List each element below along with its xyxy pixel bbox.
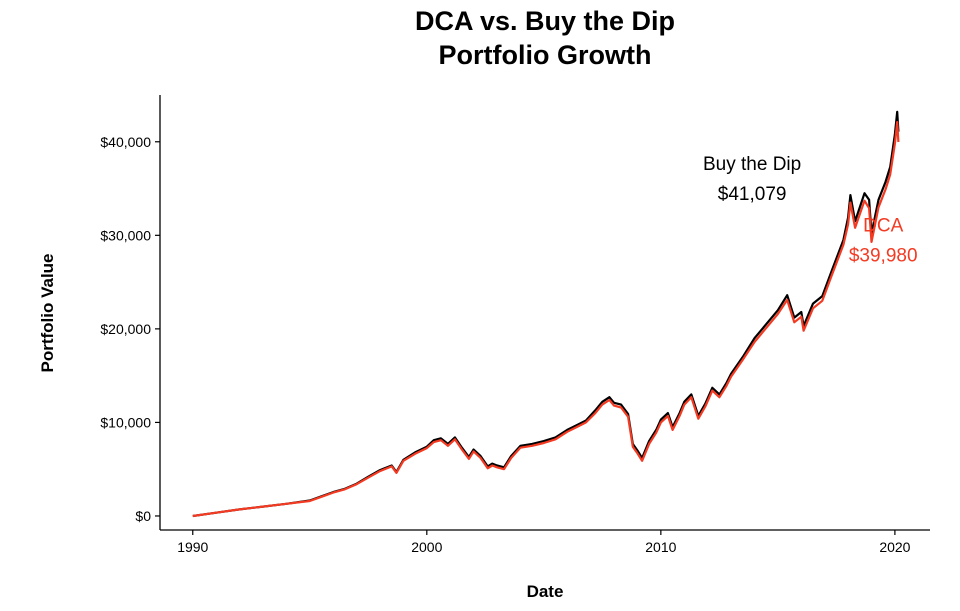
x-axis-label: Date	[527, 582, 564, 601]
y-tick-label: $20,000	[100, 321, 151, 337]
x-tick-label: 1990	[177, 539, 208, 555]
y-tick-label: $30,000	[100, 227, 151, 243]
y-tick-label: $0	[135, 508, 151, 524]
x-tick-label: 2010	[645, 539, 676, 555]
chart-title-line-2: Portfolio Growth	[438, 40, 652, 70]
series-line-dca	[192, 121, 900, 518]
annotations: Buy the Dip $41,079 DCA $39,980	[703, 154, 918, 267]
x-tick-label: 2000	[411, 539, 442, 555]
series-group	[192, 110, 900, 518]
y-axis-label: Portfolio Value	[38, 253, 57, 372]
axes: $0 $10,000 $20,000 $30,000 $40,000 1990 2000 20…	[100, 95, 930, 555]
x-tick-label: 2020	[879, 539, 910, 555]
annotation-label: $41,079	[718, 184, 787, 205]
y-tick-label: $40,000	[100, 134, 151, 150]
annotation-label: DCA	[863, 216, 903, 237]
y-tick-label: $10,000	[100, 414, 151, 430]
chart-title-line-1: DCA vs. Buy the Dip	[414, 6, 676, 36]
annotation-label: Buy the Dip	[703, 154, 801, 175]
annotation-label: $39,980	[849, 246, 918, 267]
